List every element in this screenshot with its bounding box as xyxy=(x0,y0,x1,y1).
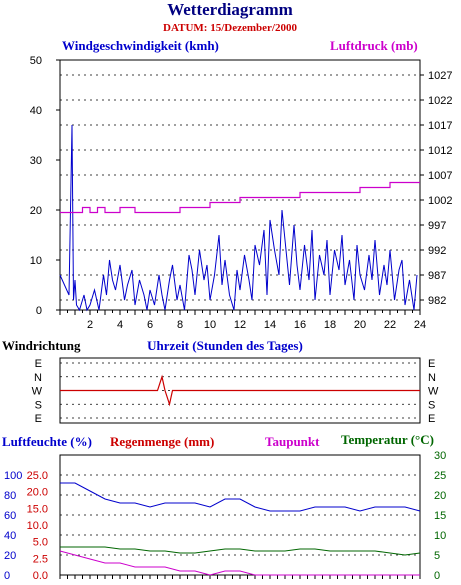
wind-y-tick-label: 0 xyxy=(36,305,42,317)
hour-tick-label: 20 xyxy=(354,319,366,331)
humidity-tick-label: 80 xyxy=(4,490,16,502)
direction-left-tick-label: W xyxy=(32,386,43,398)
direction-right-tick-label: E xyxy=(428,358,435,370)
x-axis-label: Uhrzeit (Stunden des Tages) xyxy=(147,338,303,353)
hour-x-axis: 2 4 6 8 10 12 14 16 18 20 22 24 xyxy=(59,310,426,331)
wind-y-tick-label: 40 xyxy=(30,105,42,117)
pressure-y-tick-label: 1012 xyxy=(428,145,452,157)
direction-right-tick-label: N xyxy=(428,372,436,384)
rain-tick-label: 0.0 xyxy=(33,570,48,582)
wind-speed-label: Windgeschwindigkeit (kmh) xyxy=(62,38,219,53)
hour-tick-label: 22 xyxy=(384,319,396,331)
wind-y-tick-label: 50 xyxy=(30,55,42,67)
rain-tick-label: 10.0 xyxy=(27,520,48,532)
temperature-tick-label: 15 xyxy=(434,510,446,522)
hour-tick-label: 4 xyxy=(117,319,123,331)
pressure-y-tick-label: 982 xyxy=(428,295,446,307)
direction-left-tick-label: S xyxy=(35,399,42,411)
wind-y-axis: 0 10 20 30 40 50 xyxy=(30,55,60,317)
rain-tick-label: 25.0 xyxy=(27,470,48,482)
chart-title: Wetterdiagramm xyxy=(167,0,293,19)
humidity-y-axes: 0 5 10 15 20 25 30 0 20 40 60 80 100 0.0 2.5 5.0 10.0 15.… xyxy=(4,450,446,582)
wind-y-tick-label: 10 xyxy=(30,255,42,267)
humidity-tick-label: 0 xyxy=(4,570,10,582)
wind-direction-line xyxy=(60,374,420,407)
rain-tick-label: 15.0 xyxy=(27,503,48,515)
wind-direction-label: Windrichtung xyxy=(2,338,81,353)
wind-panel-series xyxy=(59,124,420,312)
pressure-y-tick-label: 1002 xyxy=(428,195,452,207)
hour-tick-label: 10 xyxy=(204,319,216,331)
wind-panel-frame xyxy=(59,59,421,311)
pressure-y-tick-label: 1007 xyxy=(428,170,452,182)
pressure-y-tick-label: 987 xyxy=(428,270,446,282)
hour-tick-label: 14 xyxy=(264,319,276,331)
humidity-tick-label: 20 xyxy=(4,550,16,562)
direction-right-tick-label: S xyxy=(428,399,435,411)
humidity-tick-label: 40 xyxy=(4,530,16,542)
direction-left-tick-label: E xyxy=(35,358,42,370)
temperature-tick-label: 30 xyxy=(434,450,446,462)
pressure-y-tick-label: 1017 xyxy=(428,120,452,132)
direction-left-tick-label: N xyxy=(34,372,42,384)
pressure-line xyxy=(60,181,420,214)
humidity-tick-label: 100 xyxy=(4,470,22,482)
hour-tick-label: 16 xyxy=(294,319,306,331)
pressure-y-tick-label: 997 xyxy=(428,220,446,232)
humidity-panel-series xyxy=(59,482,421,576)
humidity-line xyxy=(60,482,421,512)
rain-tick-label: 2.5 xyxy=(33,553,48,565)
pressure-y-axis: 982 987 992 997 1002 1007 1012 1017 1022 1027 xyxy=(420,70,452,307)
humidity-label: Luftfeuchte (%) xyxy=(2,434,92,449)
temperature-tick-label: 10 xyxy=(434,530,446,542)
wind-y-tick-label: 20 xyxy=(30,205,42,217)
pressure-y-tick-label: 1022 xyxy=(428,95,452,107)
direction-panel-series xyxy=(60,374,420,407)
hour-tick-label: 2 xyxy=(87,319,93,331)
direction-left-tick-label: E xyxy=(35,413,42,425)
pressure-y-tick-label: 992 xyxy=(428,245,446,257)
pressure-label: Luftdruck (mb) xyxy=(330,38,418,53)
hour-tick-label: 6 xyxy=(147,319,153,331)
wind-y-tick-label: 30 xyxy=(30,155,42,167)
direction-y-axis: E EN NW WS SE E xyxy=(32,358,439,425)
pressure-y-tick-label: 1027 xyxy=(428,70,452,82)
temperature-tick-label: 25 xyxy=(434,470,446,482)
rain-tick-label: 20.0 xyxy=(27,487,48,499)
hour-tick-label: 18 xyxy=(324,319,336,331)
rain-tick-label: 5.0 xyxy=(33,537,48,549)
wind-speed-line xyxy=(59,124,418,312)
direction-right-tick-label: W xyxy=(428,386,439,398)
humidity-tick-label: 60 xyxy=(4,510,16,522)
temperature-line xyxy=(60,546,421,556)
temperature-tick-label: 20 xyxy=(434,490,446,502)
direction-right-tick-label: E xyxy=(428,413,435,425)
hour-tick-label: 24 xyxy=(414,319,426,331)
dewpoint-line xyxy=(59,550,420,576)
dewpoint-label: Taupunkt xyxy=(265,434,320,449)
chart-subtitle: DATUM: 15/Dezember/2000 xyxy=(163,22,297,34)
hour-tick-label: 8 xyxy=(177,319,183,331)
temperature-label: Temperatur (°C) xyxy=(341,432,434,447)
rain-label: Regenmenge (mm) xyxy=(110,434,214,449)
temperature-tick-label: 5 xyxy=(434,550,440,562)
humidity-panel-grid xyxy=(60,454,420,576)
temperature-tick-label: 0 xyxy=(434,570,440,582)
hour-tick-label: 12 xyxy=(234,319,246,331)
